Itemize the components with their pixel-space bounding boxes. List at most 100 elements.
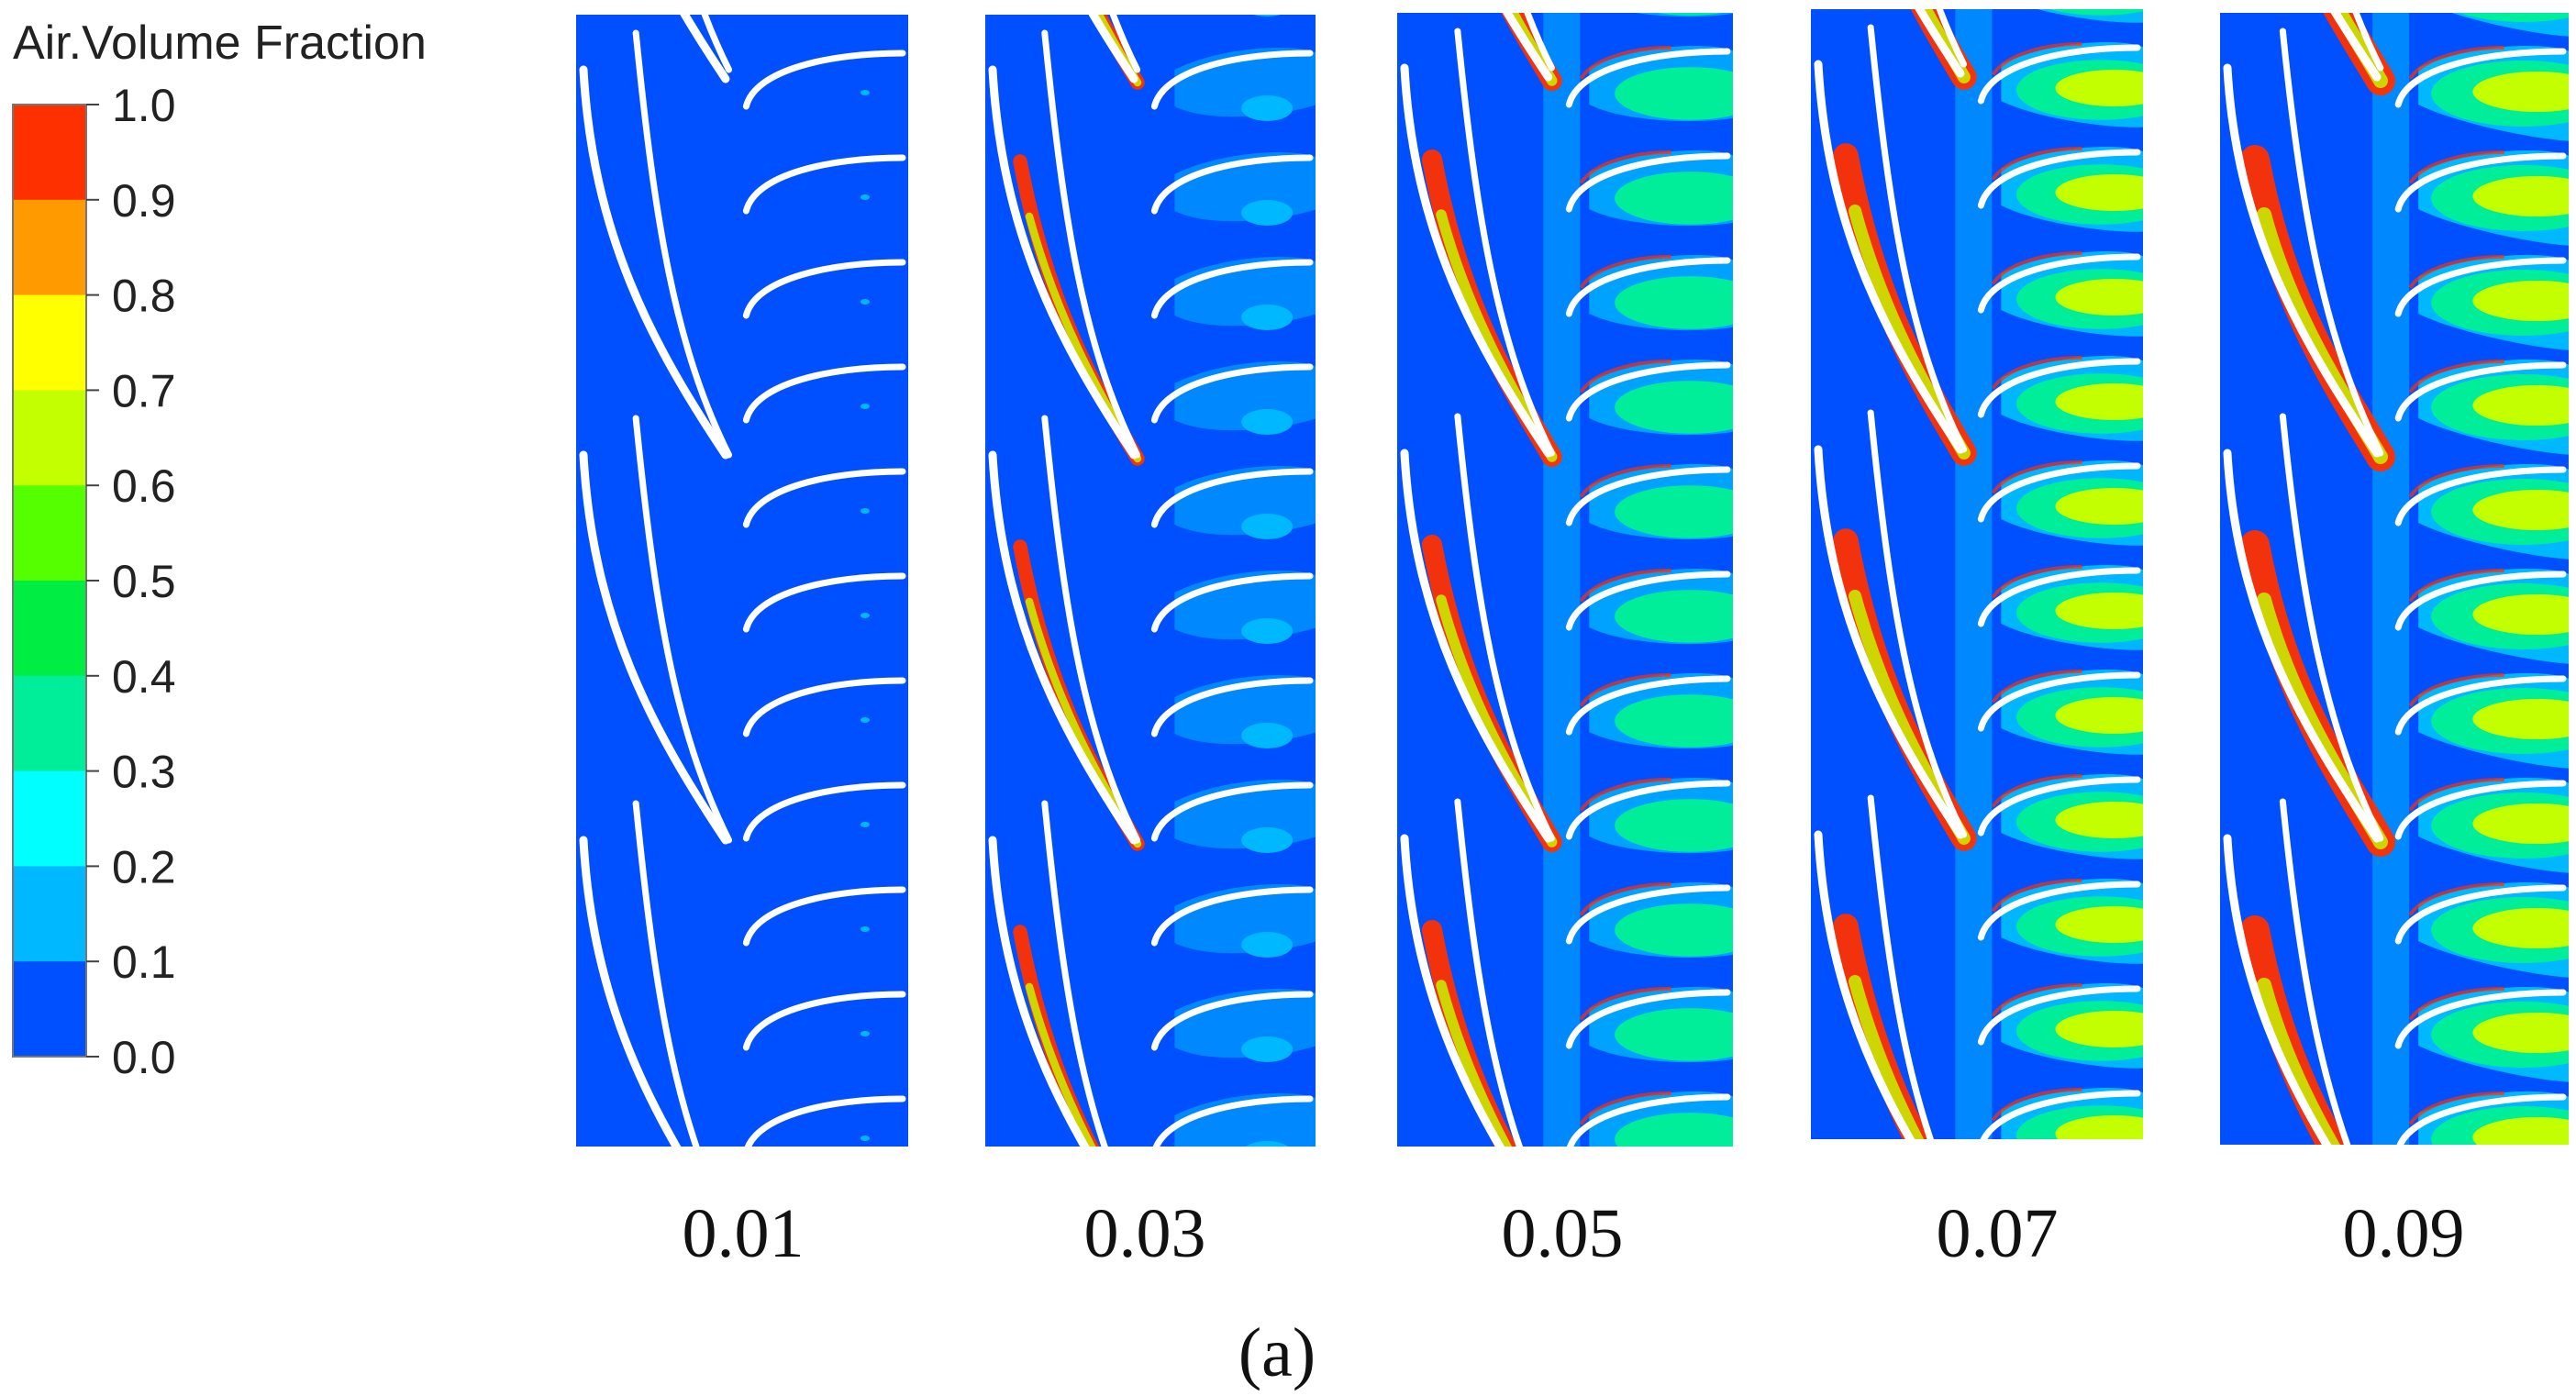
runner-blade	[1565, 257, 1731, 317]
cavity-region-low	[1246, 1141, 1289, 1147]
runner-blade-cavity	[1580, 673, 1672, 706]
cavity-region-high	[2472, 594, 2569, 635]
runner-blade	[1565, 675, 1731, 736]
colorbar-legend: Air.Volume Fraction 1.0 0.9 0.8 0.7 0.6 0.5 0.…	[12, 17, 427, 1083]
cavity-region-high	[2055, 383, 2143, 420]
cavity-region-mid	[1657, 13, 1723, 16]
runner-blade	[742, 781, 906, 842]
runner-blade	[1980, 1090, 2141, 1139]
runner-blade	[742, 886, 906, 947]
runner-blade-cavity	[2409, 46, 2505, 79]
runner-blade	[1565, 780, 1731, 840]
runner-blade	[1152, 1095, 1314, 1147]
runner-blade	[1565, 884, 1731, 945]
cavity-region-high	[2055, 802, 2143, 838]
panel-label: 0.09	[2343, 1195, 2465, 1272]
colorbar-bin	[13, 675, 86, 772]
runner-blade-cavity	[1992, 774, 2082, 807]
guide-vane	[1814, 60, 1965, 454]
runner-blade	[1565, 571, 1731, 631]
stay-vane	[1041, 800, 1108, 1147]
runner-blade-cavity	[1992, 983, 2082, 1016]
stay-vane	[2279, 413, 2384, 842]
interface-haze	[1955, 9, 1993, 1139]
colorbar-tick-labels: 1.0 0.9 0.8 0.7 0.6 0.5 0.4 0.3 0.2 0.1 0.0	[86, 80, 176, 1083]
cavity-region-high	[2055, 697, 2143, 734]
runner-blade-cavity	[1992, 565, 2082, 598]
runner-blade-cavity	[1580, 150, 1672, 183]
runner-blade	[2394, 152, 2567, 213]
vane-cavity-edge	[1025, 982, 1096, 1147]
guide-vane	[988, 65, 1138, 460]
runner-blade	[1565, 152, 1731, 213]
cavity-region-high	[2055, 906, 2143, 943]
cavity-region-high	[2055, 1011, 2143, 1047]
runner-blade-cavity	[1580, 360, 1672, 393]
runner-blade	[1150, 781, 1314, 842]
guide-vane	[1400, 834, 1505, 1147]
cavity-region-low	[1253, 15, 1281, 17]
cavity-region-low	[1241, 618, 1294, 644]
runner-blade	[1565, 466, 1731, 526]
contour-panel	[1397, 13, 1733, 1147]
colorbar-bin	[13, 866, 86, 962]
panel-label: 0.03	[1084, 1195, 1206, 1272]
cavity-region-low	[1241, 514, 1294, 539]
stay-vane	[1454, 413, 1555, 842]
runner-blade	[1977, 567, 2141, 627]
cavity-speck	[860, 508, 870, 514]
cavity-region-low	[1174, 0, 1325, 12]
runner-blade-cavity	[2409, 255, 2505, 288]
cavity-region-low	[1241, 827, 1294, 853]
cavity-region-mid	[2049, 9, 2143, 16]
runner-blade-cavity	[2409, 987, 2505, 1020]
cavity-speck	[860, 822, 870, 827]
stay-vane	[2279, 28, 2384, 457]
stay-vane	[1109, 15, 1141, 73]
cavity-region-high	[2055, 1220, 2172, 1257]
interface-haze	[2372, 13, 2410, 1145]
cavity-region-high	[2472, 281, 2569, 321]
stay-vane	[1524, 13, 1555, 72]
cavity-region-mid	[1615, 590, 1733, 643]
colorbar-bin	[13, 961, 86, 1058]
runner-blade-cavity	[1992, 251, 2082, 284]
figure-caption: (a)	[1238, 1314, 1316, 1391]
stay-vane	[2279, 798, 2351, 1145]
legend-title: Air.Volume Fraction	[13, 17, 427, 70]
panel-labels: 0.01 0.03 0.05 0.07 0.09	[683, 1195, 2465, 1272]
runner-blade	[744, 1095, 906, 1147]
runner-blade	[742, 154, 906, 215]
runner-blade-cavity	[2409, 673, 2505, 706]
colorbar-tick-label: 0.1	[112, 936, 176, 988]
stay-vane	[701, 15, 733, 73]
runner-blade	[1977, 149, 2141, 209]
stay-vane	[1454, 798, 1524, 1147]
runner-blade	[2394, 780, 2567, 840]
cavity-speck	[860, 717, 870, 723]
runner-blade	[742, 363, 906, 424]
stay-vane	[1041, 29, 1141, 459]
stay-vane	[632, 29, 733, 459]
cavity-region-low	[1241, 1246, 1293, 1271]
cavity-region-high	[2472, 1013, 2569, 1053]
colorbar-bin	[13, 485, 86, 582]
cavity-region-mid	[1615, 1008, 1733, 1061]
runner-blade	[1150, 259, 1314, 319]
cavity-region-high	[2472, 908, 2569, 948]
cavity-region-high	[2055, 0, 2172, 2]
runner-blade-cavity	[2409, 360, 2505, 393]
cavity-region-high	[2055, 488, 2143, 525]
runner-blade-cavity	[2409, 569, 2505, 602]
stay-vane	[1867, 794, 1934, 1139]
runner-blade-cavity	[1992, 670, 2082, 703]
cavity-region-high	[2055, 70, 2143, 106]
runner-blade-cavity	[1992, 147, 2082, 180]
cavity-region-low	[1174, 1093, 1316, 1147]
guide-vane	[1088, 15, 1138, 83]
runner-blade-cavity	[1580, 778, 1672, 811]
cavity-region-mid	[1615, 172, 1733, 225]
colorbar-tick-label: 0.4	[112, 651, 176, 703]
runner-blade	[1150, 677, 1314, 737]
